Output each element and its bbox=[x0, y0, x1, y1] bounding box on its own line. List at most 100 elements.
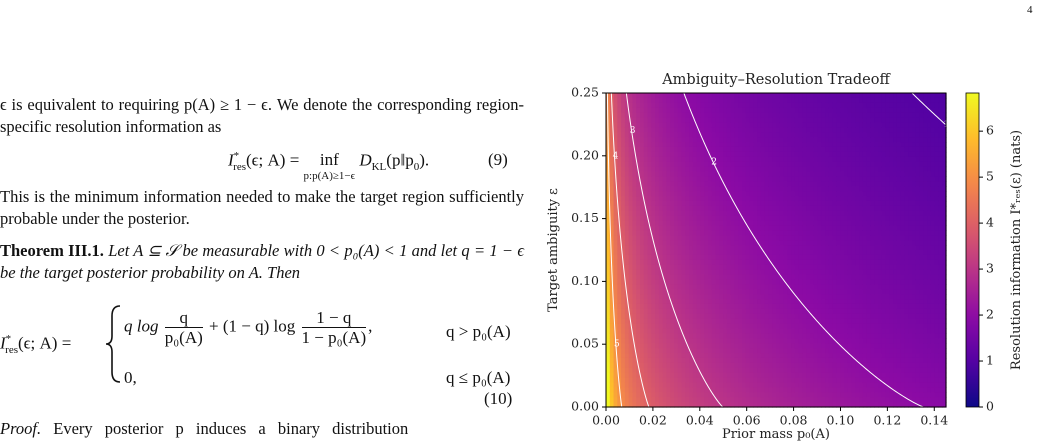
heatmap-cell bbox=[768, 372, 773, 379]
heatmap-cell bbox=[704, 279, 709, 285]
heatmap-cell bbox=[692, 137, 698, 143]
heatmap-cell bbox=[677, 357, 683, 364]
heatmap-cell bbox=[862, 142, 868, 148]
heatmap-cell bbox=[772, 353, 777, 359]
heatmap-cell bbox=[689, 151, 694, 158]
heatmap-cell bbox=[711, 308, 717, 315]
heatmap-cell bbox=[760, 259, 766, 266]
heatmap-cell bbox=[640, 392, 645, 398]
heatmap-cell bbox=[866, 372, 872, 379]
heatmap-cell bbox=[681, 328, 686, 335]
heatmap-cell bbox=[760, 240, 766, 246]
heatmap-cell bbox=[628, 146, 634, 153]
heatmap-cell bbox=[881, 303, 887, 310]
heatmap-cell bbox=[624, 205, 630, 212]
heatmap-cell bbox=[606, 387, 611, 393]
heatmap-cell bbox=[753, 137, 758, 143]
heatmap-cell bbox=[817, 93, 822, 99]
heatmap-cell bbox=[685, 318, 690, 325]
heatmap-cell bbox=[617, 323, 622, 330]
heatmap-cell bbox=[794, 303, 800, 310]
heatmap-cell bbox=[825, 235, 830, 241]
heatmap-cell bbox=[798, 151, 804, 158]
heatmap-cell bbox=[651, 303, 656, 310]
heatmap-cell bbox=[666, 191, 671, 197]
heatmap-cell bbox=[757, 382, 762, 388]
heatmap-cell bbox=[609, 328, 615, 335]
heatmap-cell bbox=[723, 156, 728, 163]
heatmap-cell bbox=[628, 357, 634, 364]
heatmap-cell bbox=[636, 279, 641, 285]
heatmap-cell bbox=[893, 402, 898, 408]
heatmap-cell bbox=[885, 230, 890, 236]
heatmap-cell bbox=[674, 225, 679, 231]
heatmap-cell bbox=[881, 146, 887, 153]
heatmap-cell bbox=[730, 142, 736, 148]
heatmap-cell bbox=[791, 392, 796, 398]
heatmap-cell bbox=[734, 274, 739, 281]
heatmap-cell bbox=[772, 299, 777, 305]
heatmap-cell bbox=[817, 328, 822, 335]
heatmap-cell bbox=[689, 343, 694, 349]
heatmap-cell bbox=[640, 328, 645, 335]
heatmap-cell bbox=[855, 313, 860, 320]
heatmap-cell bbox=[745, 254, 751, 261]
heatmap-cell bbox=[791, 142, 796, 148]
heatmap-cell bbox=[825, 323, 830, 330]
heatmap-cell bbox=[606, 181, 611, 187]
heatmap-cell bbox=[798, 343, 804, 349]
heatmap-cell bbox=[840, 250, 845, 256]
heatmap-cell bbox=[711, 107, 717, 114]
heatmap-cell bbox=[624, 176, 630, 182]
heatmap-cell bbox=[764, 387, 770, 393]
heatmap-cell bbox=[621, 382, 626, 388]
heatmap-cell bbox=[836, 303, 841, 310]
heatmap-cell bbox=[719, 240, 724, 246]
heatmap-cell bbox=[757, 166, 762, 173]
heatmap-cell bbox=[874, 387, 879, 393]
heatmap-cell bbox=[658, 93, 664, 99]
heatmap-cell bbox=[798, 382, 804, 388]
heatmap-cell bbox=[806, 274, 811, 281]
heatmap-cell bbox=[670, 127, 675, 133]
heatmap-cell bbox=[730, 299, 736, 305]
heatmap-cell bbox=[655, 245, 660, 251]
heatmap-cell bbox=[628, 294, 634, 300]
heatmap-cell bbox=[674, 279, 679, 285]
heatmap-cell bbox=[885, 117, 890, 124]
heatmap-cell bbox=[636, 387, 641, 393]
heatmap-cell bbox=[704, 362, 709, 369]
heatmap-cell bbox=[840, 284, 845, 290]
heatmap-cell bbox=[681, 166, 686, 173]
heatmap-cell bbox=[624, 318, 630, 325]
heatmap-cell bbox=[794, 132, 800, 138]
heatmap-cell bbox=[813, 264, 819, 271]
heatmap-cell bbox=[742, 348, 747, 354]
heatmap-cell bbox=[617, 259, 622, 266]
heatmap-cell bbox=[859, 348, 864, 354]
heatmap-cell bbox=[670, 196, 675, 202]
heatmap-cell bbox=[878, 146, 883, 153]
heatmap-cell bbox=[621, 284, 626, 290]
heatmap-cell bbox=[704, 245, 709, 251]
heatmap-cell bbox=[825, 402, 830, 408]
heatmap-cell bbox=[617, 181, 622, 187]
heatmap-cell bbox=[772, 357, 777, 364]
heatmap-cell bbox=[874, 181, 879, 187]
heatmap-cell bbox=[696, 308, 702, 315]
heatmap-cell bbox=[776, 191, 781, 197]
heatmap-cell bbox=[836, 191, 841, 197]
heatmap-cell bbox=[783, 338, 788, 344]
heatmap-cell bbox=[674, 171, 679, 178]
heatmap-cell bbox=[723, 117, 728, 124]
heatmap-cell bbox=[878, 240, 883, 246]
heatmap-cell bbox=[723, 122, 728, 128]
heatmap-cell bbox=[760, 284, 766, 290]
heatmap-cell bbox=[870, 343, 875, 349]
heatmap-cell bbox=[662, 357, 668, 364]
heatmap-cell bbox=[851, 284, 856, 290]
heatmap-cell bbox=[655, 132, 660, 138]
heatmap-cell bbox=[624, 107, 630, 114]
heatmap-cell bbox=[730, 122, 736, 128]
heatmap-cell bbox=[662, 215, 668, 222]
